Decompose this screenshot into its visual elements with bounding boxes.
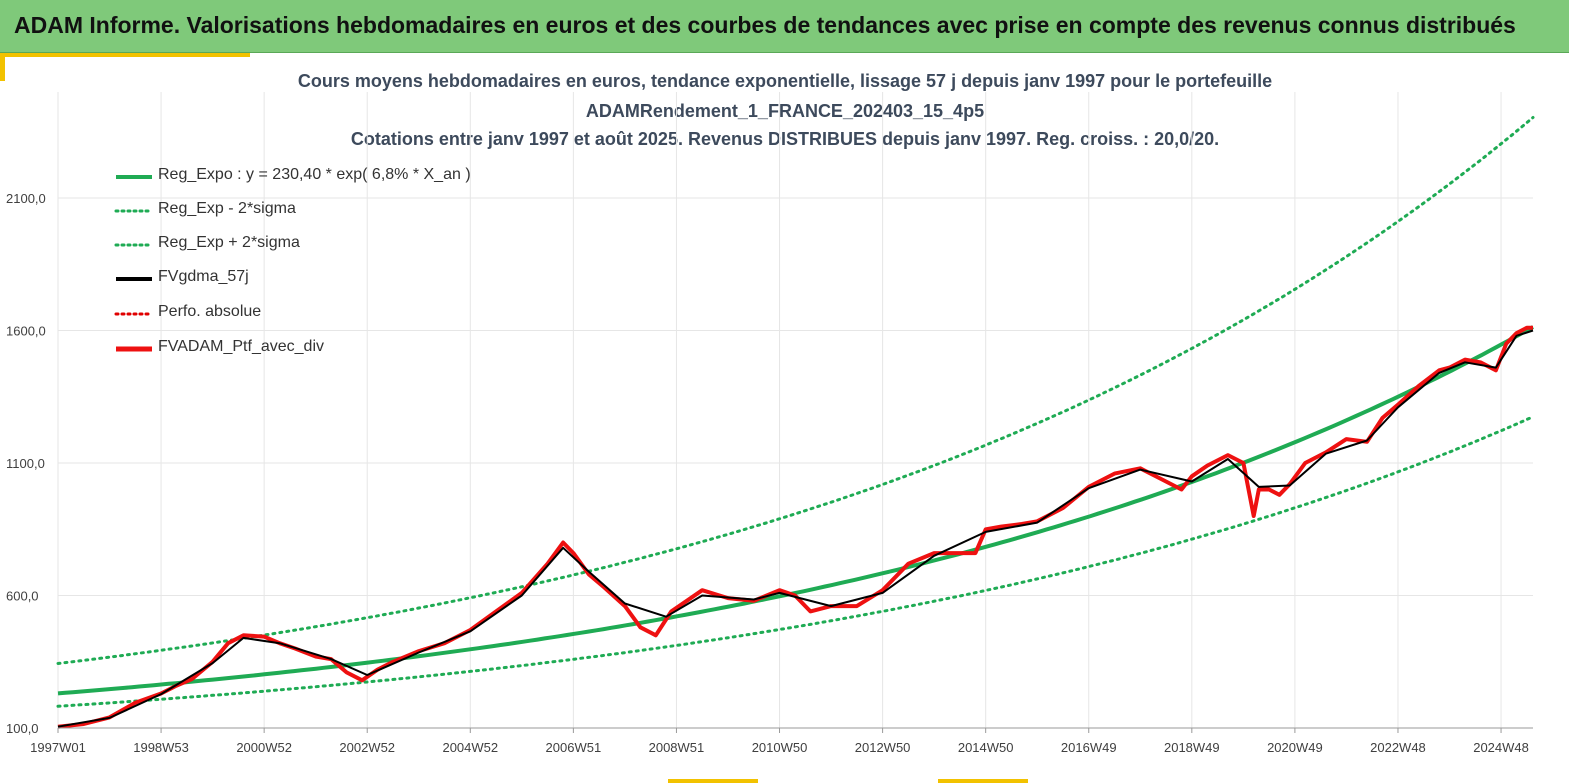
accent-bar-left (0, 53, 5, 81)
y-tick-label: 2100,0 (6, 191, 46, 206)
legend-swatch-icon (116, 277, 152, 281)
legend-label: Reg_Expo : y = 230,40 * exp( 6,8% * X_an… (158, 166, 471, 183)
series-line-reg-expo (57, 325, 1534, 696)
series-line-fvgdma (57, 329, 1534, 728)
y-tick-label: 1600,0 (6, 324, 46, 339)
legend-swatch-icon (114, 209, 154, 213)
chart-title-line-3: Cotations entre janv 1997 et août 2025. … (350, 129, 1220, 149)
x-tick-label: 2010W50 (752, 740, 808, 755)
x-tick-label: 2002W52 (339, 740, 395, 755)
series-line-reg-exp-plus (56, 116, 1535, 665)
x-tick-label: 2014W50 (958, 740, 1014, 755)
x-tick-label: 2024W48 (1473, 740, 1529, 755)
header-banner: ADAM Informe. Valorisations hebdomadaire… (0, 0, 1569, 53)
legend-label: Reg_Exp - 2*sigma (158, 200, 296, 217)
x-tick-label: 2000W52 (236, 740, 292, 755)
legend-swatch-icon (116, 175, 152, 179)
chart-title-line-1: Cours moyens hebdomadaires en euros, ten… (297, 71, 1273, 91)
chart-title-line-2: ADAMRendement_1_FRANCE_202403_15_4p5 (585, 101, 985, 121)
accent-bar-top (0, 53, 250, 57)
x-tick-label: 2016W49 (1061, 740, 1117, 755)
legend-swatch-icon (116, 346, 152, 352)
legend-label: Perfo. absolue (158, 303, 262, 320)
legend-swatch-icon (114, 312, 154, 316)
x-tick-label: 1997W01 (30, 740, 86, 755)
legend-swatch-icon (114, 243, 154, 247)
accent-bar-bottom-1 (668, 779, 758, 783)
x-tick-label: 2008W51 (649, 740, 705, 755)
banner-title: ADAM Informe. Valorisations hebdomadaire… (14, 12, 1516, 38)
series-line-portfolio (57, 325, 1533, 729)
x-tick-label: 2022W48 (1370, 740, 1426, 755)
x-tick-label: 2006W51 (546, 740, 602, 755)
x-tick-label: 2012W50 (855, 740, 911, 755)
x-tick-label: 2004W52 (442, 740, 498, 755)
legend-label: FVgdma_57j (158, 268, 249, 285)
x-tick-label: 1998W53 (133, 740, 189, 755)
x-tick-label: 2018W49 (1164, 740, 1220, 755)
y-tick-label: 1100,0 (6, 456, 45, 471)
legend-label: FVADAM_Ptf_avec_div (158, 338, 324, 355)
accent-bar-bottom-2 (938, 779, 1028, 783)
y-tick-label: 100,0 (6, 721, 39, 736)
x-tick-label: 2020W49 (1267, 740, 1323, 755)
y-tick-label: 600,0 (6, 589, 39, 604)
series-line-reg-exp-minus (56, 415, 1535, 708)
legend-label: Reg_Exp + 2*sigma (158, 234, 300, 251)
